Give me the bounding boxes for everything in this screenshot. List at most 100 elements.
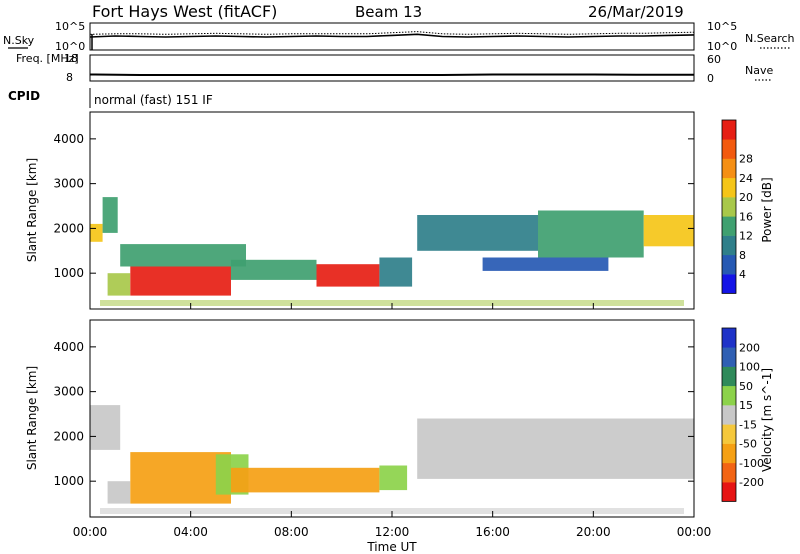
y-tick-label: 4000 <box>53 340 84 354</box>
colorbar-tick-label: 50 <box>739 380 753 393</box>
scatter-cell <box>90 405 121 450</box>
scatter-cell <box>130 266 231 296</box>
y-tick-label: 1000 <box>53 266 84 280</box>
x-tick-label: 08:00 <box>274 525 309 539</box>
y-tick-label: 4000 <box>53 132 84 146</box>
scatter-cell <box>230 259 317 280</box>
colorbar-tick-label: -15 <box>739 418 757 431</box>
colorbar-segment <box>722 235 736 256</box>
y-tick-label: 3000 <box>53 385 84 399</box>
velocity-colorbar: -200 -100 -50 -15 15 50 100 200 <box>721 327 764 502</box>
scatter-cell <box>538 210 644 258</box>
scatter-cell <box>379 257 413 287</box>
colorbar-segment <box>722 216 736 236</box>
colorbar-segment <box>722 443 736 464</box>
scatter-cell <box>316 264 380 287</box>
scatter-cell <box>130 452 231 504</box>
mode-text: normal (fast) 151 IF <box>94 93 213 107</box>
colorbar-segment <box>722 424 736 444</box>
colorbar-tick-label: 100 <box>739 361 760 374</box>
scatter-cell <box>230 467 380 493</box>
frequency-right-label: Nave <box>745 64 773 77</box>
noise-right-tick-bottom: 10^0 <box>707 40 737 53</box>
power-cells <box>90 197 694 306</box>
scatter-cell <box>107 481 131 504</box>
frequency-lines <box>90 73 694 76</box>
colorbar-tick-label: -100 <box>739 457 764 470</box>
noise-left-label: N.Sky <box>3 34 35 47</box>
colorbar-segment <box>722 158 736 179</box>
colorbar-frame <box>721 327 737 502</box>
noise-left-tick-top: 10^5 <box>55 20 85 33</box>
colorbar-segment <box>722 482 736 502</box>
x-tick-label: 04:00 <box>173 525 208 539</box>
colorbar-tick-label: 200 <box>739 341 760 354</box>
colorbar-segment <box>722 385 736 406</box>
frequency-left-label: Freq. [MHz] <box>16 52 79 65</box>
scatter-cell <box>643 215 694 247</box>
scatter-cell <box>102 197 118 233</box>
frequency-left-tick-top: 18 <box>64 52 78 65</box>
frequency-right-tick-bottom: 0 <box>707 72 714 85</box>
noise-left-tick-bottom: 10^0 <box>55 40 85 53</box>
colorbar-segment <box>722 274 736 294</box>
y-tick-label: 2000 <box>53 429 84 443</box>
colorbar-segment <box>722 139 736 159</box>
velocity-cells <box>90 405 694 514</box>
scatter-cell <box>120 244 246 267</box>
colorbar-tick-label: 28 <box>739 153 753 166</box>
colorbar-tick-label: 12 <box>739 230 753 243</box>
beam-label: Beam 13 <box>355 3 422 21</box>
station-title: Fort Hays West (fitACF) <box>92 2 277 21</box>
power-ylabel: Slant Range [km] <box>25 158 39 262</box>
x-tick-label: 12:00 <box>375 525 410 539</box>
x-axis-ticks: 00:00 04:00 08:00 12:00 16:00 20:00 00:00 <box>73 303 712 539</box>
noise-right-tick-top: 10^5 <box>707 20 737 33</box>
colorbar-frame <box>721 119 737 294</box>
scatter-cell <box>417 215 538 251</box>
scatter-cell <box>107 273 131 296</box>
cpid-label: CPID <box>8 89 40 103</box>
noise-right-label: N.Search <box>745 32 795 45</box>
colorbar-segment <box>722 120 736 140</box>
noise-series-0 <box>89 33 695 38</box>
power-yticks: 1000 2000 3000 4000 <box>53 132 694 280</box>
x-tick-label: 00:00 <box>677 525 712 539</box>
colorbar-segment <box>722 254 736 275</box>
colorbar-segment <box>722 405 736 425</box>
y-tick-label: 1000 <box>53 474 84 488</box>
colorbar-segment <box>722 347 736 367</box>
x-tick-label: 20:00 <box>576 525 611 539</box>
x-tick-label: 16:00 <box>475 525 510 539</box>
colorbar-tick-label: 20 <box>739 191 753 204</box>
power-colorbar-label: Power [dB] <box>760 177 774 242</box>
x-axis-label: Time UT <box>366 540 417 554</box>
frequency-right-tick-top: 60 <box>707 53 721 66</box>
scatter-cell <box>379 465 408 491</box>
colorbar-segment <box>722 328 736 348</box>
y-tick-label: 2000 <box>53 221 84 235</box>
frequency-panel-frame <box>89 54 695 82</box>
frequency-series-0 <box>90 73 694 76</box>
colorbar-tick-label: 24 <box>739 172 753 185</box>
scatter-cell <box>482 257 609 271</box>
date-label: 26/Mar/2019 <box>588 3 684 21</box>
x-tick-label: 00:00 <box>73 525 108 539</box>
colorbar-segment <box>722 177 736 198</box>
colorbar-tick-label: -200 <box>739 476 764 489</box>
colorbar-segment <box>722 366 736 387</box>
velocity-colorbar-label: Velocity [m s^-1] <box>760 368 774 472</box>
y-tick-label: 3000 <box>53 177 84 191</box>
velocity-ylabel: Slant Range [km] <box>25 366 39 470</box>
noise-series-1 <box>89 31 695 35</box>
scatter-cell <box>90 223 103 242</box>
colorbar-tick-label: -50 <box>739 438 757 451</box>
frequency-left-tick-bottom: 8 <box>66 71 73 84</box>
scatter-cell <box>417 418 694 479</box>
colorbar-tick-label: 16 <box>739 210 753 223</box>
colorbar-tick-label: 8 <box>739 249 746 262</box>
power-colorbar: 4 8 12 16 20 24 28 <box>721 119 753 294</box>
colorbar-tick-label: 4 <box>739 268 746 281</box>
